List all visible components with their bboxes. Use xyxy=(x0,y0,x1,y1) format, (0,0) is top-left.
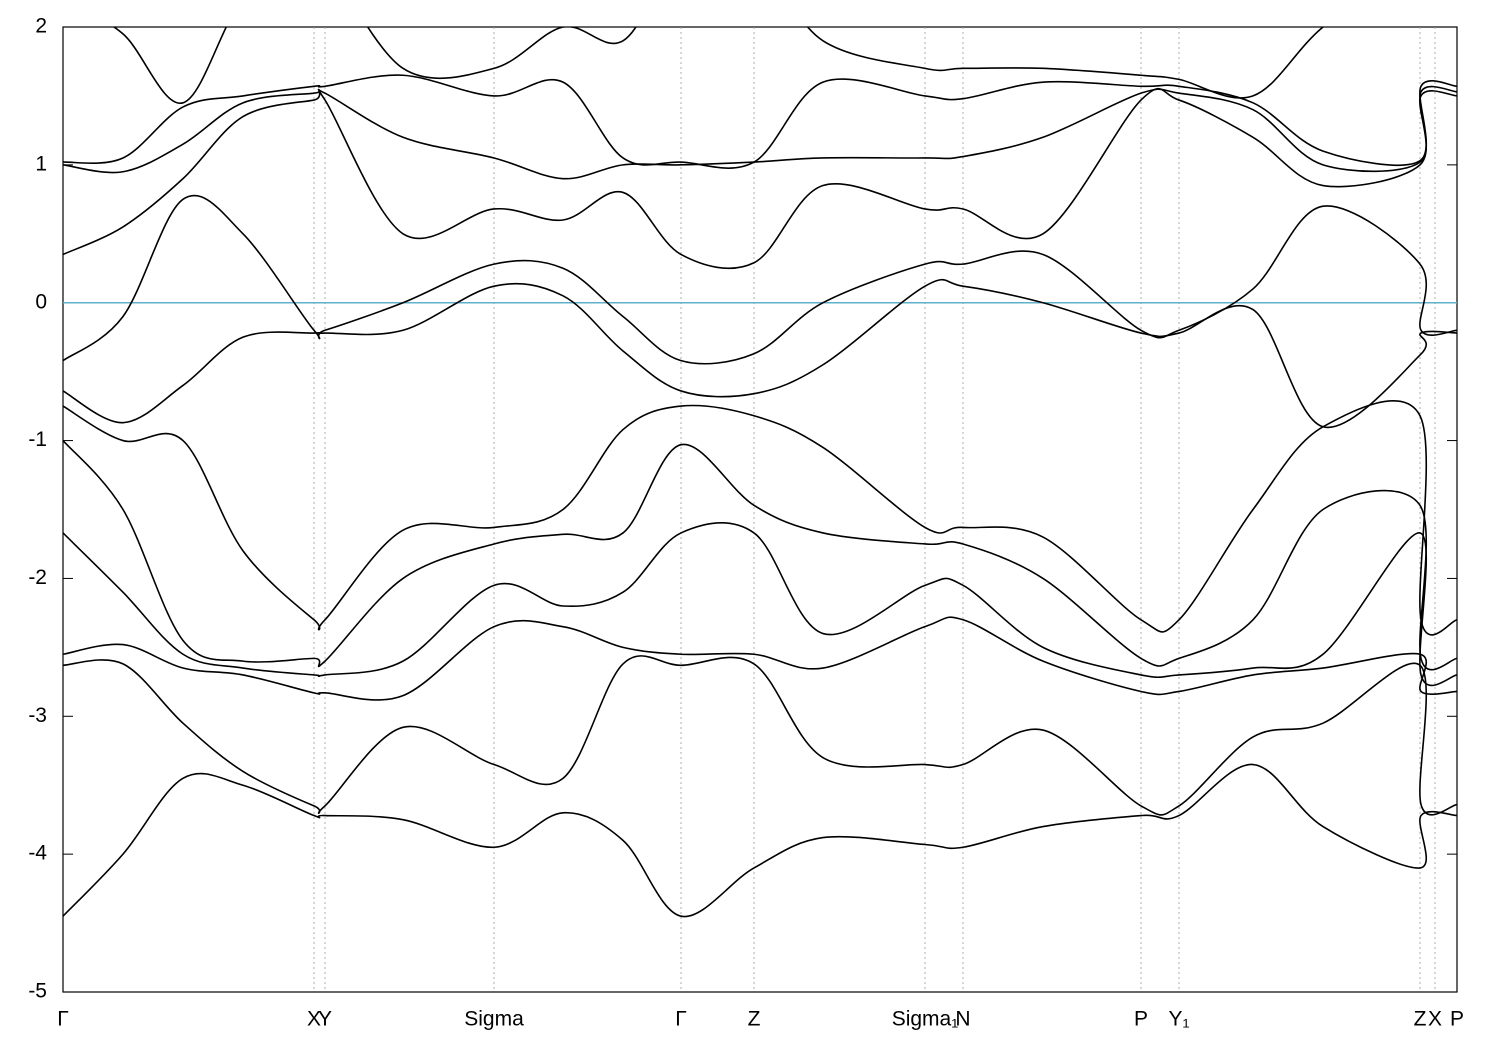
x-tick-label: Z xyxy=(748,1008,761,1031)
x-tick-label: Sigma xyxy=(464,1008,524,1031)
band-line xyxy=(63,522,1457,687)
band-line xyxy=(63,74,1457,169)
y-tick-label: -5 xyxy=(28,980,47,1003)
y-tick-label: 1 xyxy=(35,152,47,175)
band-line xyxy=(63,655,1457,816)
y-tick-label: -3 xyxy=(28,704,47,727)
band-line xyxy=(63,87,1457,270)
x-tick-label: P xyxy=(1134,1008,1148,1031)
band-line xyxy=(63,278,1457,429)
band-line xyxy=(63,763,1457,918)
x-tick-label: Y xyxy=(318,1008,332,1031)
plot-frame xyxy=(62,26,1458,993)
x-tick-label: Z xyxy=(1414,1008,1427,1031)
band-line xyxy=(63,440,1457,671)
y-tick-label: -4 xyxy=(28,842,47,865)
y-tick-label: 2 xyxy=(35,15,47,38)
x-tick-label: Y₁ xyxy=(1168,1008,1189,1031)
y-tick-label: -2 xyxy=(28,566,47,589)
x-tick-label: P xyxy=(1450,1008,1464,1031)
x-tick-label: X xyxy=(307,1008,321,1031)
band-line xyxy=(63,85,1457,180)
x-tick-label: Sigma₁ xyxy=(892,1008,959,1031)
x-tick-label: N xyxy=(955,1008,970,1031)
band-line xyxy=(63,616,1457,701)
y-tick-label: -1 xyxy=(28,428,47,451)
band-line xyxy=(63,400,1457,636)
x-tick-label: X xyxy=(1428,1008,1442,1031)
band-line xyxy=(112,27,1325,104)
x-tick-label: Γ xyxy=(675,1008,687,1031)
band-line xyxy=(63,194,1457,365)
y-tick-label: 0 xyxy=(35,290,47,313)
x-tick-label: Γ xyxy=(57,1008,69,1031)
